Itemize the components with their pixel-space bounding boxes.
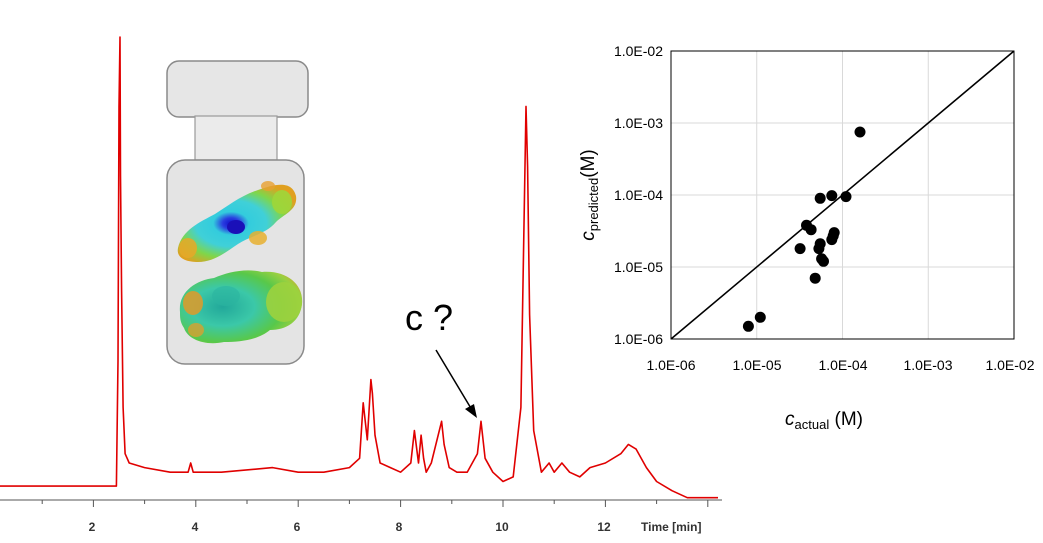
scatter-x-axis-label: cactual (M) [785,409,863,432]
scatter-points [742,126,866,332]
chrom-tick-label-2: 2 [89,520,96,534]
scatter-point [805,224,817,236]
scatter-point [794,243,806,255]
chromatogram-panel: 2 4 6 8 10 12 Time [min] c ? [0,36,722,534]
annotation-arrow-shaft [435,349,473,411]
y-tick-1e-02: 1.0E-02 [614,43,663,59]
scatter-plot-frame [670,50,1015,340]
scatter-point [754,311,766,323]
x-tick-1e-02: 1.0E-02 [985,357,1034,373]
scatter-point [826,190,838,202]
scatter-point [814,192,826,204]
scatter-point [814,238,826,250]
scatter-y-axis-label: cpredicted(M) [578,149,601,240]
scatter-point [818,255,829,267]
scatter-point [854,126,866,138]
y-tick-1e-03: 1.0E-03 [614,115,663,131]
vial-neck [194,115,278,161]
x-tick-1e-06: 1.0E-06 [646,357,695,373]
y-tick-1e-05: 1.0E-05 [614,259,663,275]
x-tick-1e-05: 1.0E-05 [732,357,781,373]
chromatogram-tick-marks [41,500,709,507]
y-label-unit: (M) [578,149,599,177]
x-label-subscript: actual [795,417,830,432]
annotation-c-question: c ? [405,297,453,338]
chrom-tick-label-10: 10 [495,520,509,534]
molecule-surface-bottom [179,270,303,344]
chromatogram-trace [0,36,718,499]
x-label-symbol: c [785,409,795,430]
chrom-x-axis-label: Time [min] [641,520,701,534]
scatter-point [828,227,840,239]
scatter-point [742,320,754,332]
y-tick-1e-06: 1.0E-06 [614,331,663,347]
x-tick-1e-04: 1.0E-04 [818,357,867,373]
vial-cap [166,60,309,118]
scatter-panel: 1.0E-06 1.0E-05 1.0E-04 1.0E-03 1.0E-02 … [578,43,1035,432]
chrom-tick-label-4: 4 [192,520,199,534]
x-label-unit: (M) [829,409,863,430]
y-label-symbol: c [578,231,599,241]
scatter-point [840,191,852,203]
y-label-subscript: predicted [586,178,601,231]
annotation-arrowhead [465,404,477,418]
chrom-tick-label-12: 12 [597,520,611,534]
x-tick-1e-03: 1.0E-03 [903,357,952,373]
chrom-tick-label-8: 8 [396,520,403,534]
y-tick-1e-04: 1.0E-04 [614,187,663,203]
vial-illustration [166,60,309,365]
chrom-tick-label-6: 6 [294,520,301,534]
molecule-surface-top [177,181,297,262]
scatter-point [809,272,821,284]
